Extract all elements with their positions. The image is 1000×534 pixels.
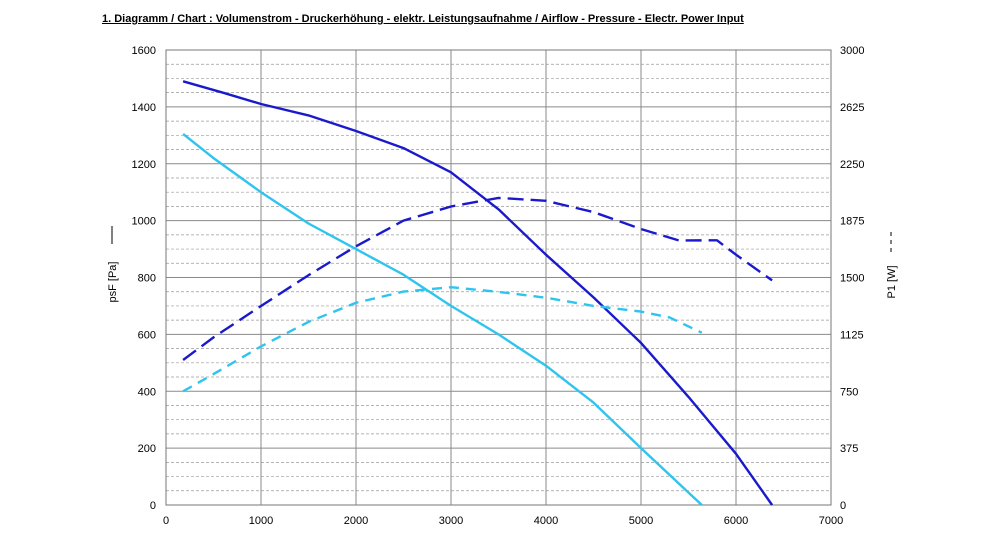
y2-tick-label: 2250 — [840, 159, 864, 171]
chart-title: 1. Diagramm / Chart : Volumenstrom - Dru… — [102, 13, 744, 25]
y2-tick-label: 750 — [840, 386, 858, 398]
y-tick-label: 200 — [138, 443, 156, 455]
y-tick-label: 400 — [138, 386, 156, 398]
x-tick-label: 2000 — [344, 515, 368, 527]
y-tick-label: 600 — [138, 329, 156, 341]
y2-tick-label: 2625 — [840, 102, 864, 114]
series-line-2 — [182, 132, 703, 506]
y-tick-label: 1000 — [132, 216, 156, 228]
series-line-1 — [182, 80, 774, 506]
y2-tick-label: 1125 — [840, 329, 864, 341]
plot-frame — [165, 49, 832, 506]
y2-axis-label-group: P1 [W] — [886, 232, 898, 299]
series-layer — [182, 80, 774, 506]
y-tick-label: 800 — [138, 273, 156, 285]
series-line-3 — [182, 196, 773, 361]
y2-tick-label: 0 — [840, 500, 846, 512]
y2-axis-label: P1 [W] — [886, 265, 898, 298]
y2-tick-label: 3000 — [840, 45, 864, 57]
plot-border — [165, 49, 832, 506]
y-axis-label: psF [Pa] — [107, 262, 119, 303]
y-tick-label: 1200 — [132, 159, 156, 171]
x-tick-label: 6000 — [724, 515, 748, 527]
y2-axis-ticks: 0 375 750 1125 1500 1875 2250 2625 3000 — [840, 45, 864, 512]
y2-tick-label: 375 — [840, 443, 858, 455]
x-tick-label: 3000 — [439, 515, 463, 527]
y-tick-label: 1600 — [132, 45, 156, 57]
y2-tick-label: 1500 — [840, 273, 864, 285]
x-tick-label: 4000 — [534, 515, 558, 527]
x-tick-label: 0 — [163, 515, 169, 527]
x-axis-ticks: 0 1000 2000 3000 4000 5000 6000 7000 — [163, 515, 843, 527]
y-axis-label-group: psF [Pa] — [107, 226, 119, 302]
x-tick-label: 5000 — [629, 515, 653, 527]
y2-tick-label: 1875 — [840, 216, 864, 228]
x-tick-label: 7000 — [819, 515, 843, 527]
grid — [166, 50, 831, 505]
y-tick-label: 0 — [150, 500, 156, 512]
series-line-4 — [182, 286, 703, 393]
y-axis-ticks: 0 200 400 600 800 1000 1200 1400 1600 — [132, 45, 156, 512]
y-tick-label: 1400 — [132, 102, 156, 114]
x-tick-label: 1000 — [249, 515, 273, 527]
